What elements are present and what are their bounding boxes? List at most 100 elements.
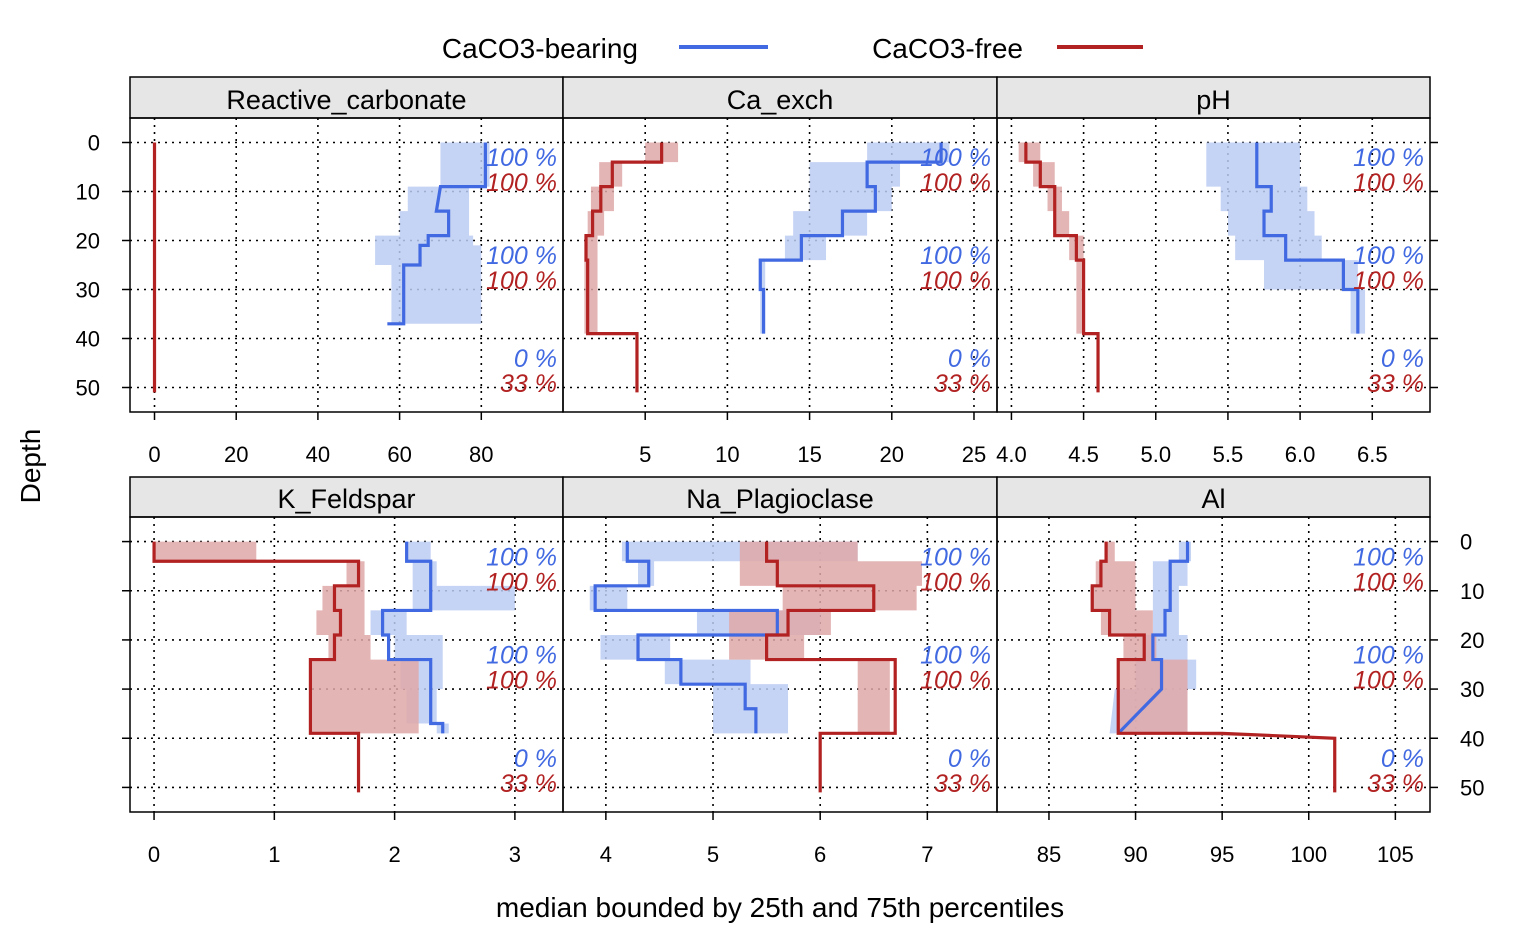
percent-label-free: 33 % [500, 770, 557, 798]
median-line-bearing-ph [1255, 142, 1360, 334]
panel-border-al [996, 516, 1431, 813]
x-tick-label: 1 [268, 842, 280, 867]
grid-ca-exch [563, 118, 997, 412]
percent-label-bearing: 0 % [948, 745, 991, 773]
legend: CaCO3-bearing CaCO3-free [442, 33, 1143, 64]
percent-label-bearing: 100 % [920, 642, 991, 670]
percent-label-bearing: 100 % [486, 144, 557, 172]
y-tick-label: 40 [76, 327, 100, 352]
strip-label-ca-exch: Ca_exch [727, 85, 834, 115]
strip-na-plagioclase [562, 476, 998, 518]
percent-label-bearing: 100 % [920, 144, 991, 172]
percent-label-free: 100 % [1353, 169, 1424, 197]
y-tick-label: 10 [76, 180, 100, 205]
percent-label-bearing: 0 % [514, 345, 557, 373]
x-tick-label: 5 [707, 842, 719, 867]
x-tick-label: 3 [509, 842, 521, 867]
legend-label-caco3-free: CaCO3-free [872, 33, 1023, 64]
x-tick-label: 40 [306, 442, 330, 467]
x-tick-label: 20 [880, 442, 904, 467]
x-tick-label: 85 [1037, 842, 1061, 867]
x-tick-label: 2 [388, 842, 400, 867]
median-line-free-na-plagioclase [765, 541, 897, 793]
y-tick-label: 30 [76, 278, 100, 303]
y-tick-label: 20 [1460, 628, 1484, 653]
x-tick-label: 15 [797, 442, 821, 467]
band-free-k-feldspar [154, 541, 419, 793]
x-tick-label: 5 [639, 442, 651, 467]
x-tick-label: 60 [387, 442, 411, 467]
band-free-al [1090, 541, 1335, 793]
percent-label-bearing: 0 % [1381, 345, 1424, 373]
percent-label-bearing: 100 % [1353, 642, 1424, 670]
x-tick-label: 90 [1123, 842, 1147, 867]
percent-label-bearing: 100 % [920, 543, 991, 571]
panel-border-ph [996, 117, 1431, 413]
strip-label-na-plagioclase: Na_Plagioclase [686, 484, 874, 514]
x-tick-label: 0 [148, 842, 160, 867]
y-tick-label: 20 [76, 229, 100, 254]
median-line-bearing-k-feldspar [380, 541, 445, 734]
percent-label-free: 33 % [500, 370, 557, 398]
y-axis-label: Depth [15, 429, 46, 504]
percent-label-bearing: 100 % [920, 242, 991, 270]
percent-label-free: 100 % [1353, 568, 1424, 596]
percent-label-bearing: 0 % [948, 345, 991, 373]
strip-label-reactive-carbonate: Reactive_carbonate [226, 85, 466, 115]
percent-label-bearing: 100 % [1353, 144, 1424, 172]
x-tick-label: 95 [1210, 842, 1234, 867]
x-tick-label: 80 [469, 442, 493, 467]
percent-label-free: 33 % [934, 770, 991, 798]
x-tick-label: 4.0 [996, 442, 1027, 467]
x-tick-label: 20 [224, 442, 248, 467]
median-line-bearing-ca-exch [758, 142, 943, 334]
y-tick-label: 10 [1460, 579, 1484, 604]
percent-label-bearing: 100 % [486, 543, 557, 571]
x-tick-label: 5.5 [1213, 442, 1244, 467]
percent-label-free: 100 % [920, 667, 991, 695]
x-tick-label: 6.0 [1285, 442, 1316, 467]
strip-label-k-feldspar: K_Feldspar [277, 484, 415, 514]
percent-label-bearing: 0 % [1381, 745, 1424, 773]
percent-label-bearing: 100 % [1353, 242, 1424, 270]
median-line-free-al [1090, 541, 1337, 793]
x-tick-label: 6.5 [1357, 442, 1388, 467]
percent-label-bearing: 100 % [1353, 543, 1424, 571]
strip-al [996, 476, 1431, 518]
median-line-bearing-reactive-carbonate [387, 142, 487, 326]
x-tick-label: 4.5 [1068, 442, 1099, 467]
x-tick-label: 105 [1377, 842, 1414, 867]
x-tick-label: 7 [921, 842, 933, 867]
band-free-na-plagioclase [729, 541, 922, 793]
percent-label-free: 100 % [920, 568, 991, 596]
median-line-bearing-al [1117, 541, 1190, 735]
x-tick-label: 6 [814, 842, 826, 867]
percent-label-free: 100 % [486, 667, 557, 695]
x-tick-label: 0 [148, 442, 160, 467]
percent-label-free: 100 % [920, 169, 991, 197]
percent-label-free: 100 % [1353, 667, 1424, 695]
x-tick-label: 4 [600, 842, 612, 867]
median-line-bearing-na-plagioclase [593, 541, 779, 734]
strip-reactive-carbonate [129, 76, 564, 119]
y-tick-label: 0 [88, 131, 100, 156]
y-tick-label: 50 [76, 376, 100, 401]
median-line-free-ca-exch [584, 142, 664, 393]
y-tick-label: 0 [1460, 530, 1472, 555]
band-bearing-reactive-carbonate [375, 142, 490, 324]
percent-label-free: 100 % [920, 267, 991, 295]
percent-label-free: 100 % [486, 568, 557, 596]
percent-label-free: 33 % [934, 370, 991, 398]
x-tick-label: 100 [1290, 842, 1327, 867]
x-tick-label: 25 [962, 442, 986, 467]
y-tick-label: 50 [1460, 775, 1484, 800]
median-line-free-k-feldspar [152, 541, 361, 793]
percent-label-free: 100 % [486, 169, 557, 197]
